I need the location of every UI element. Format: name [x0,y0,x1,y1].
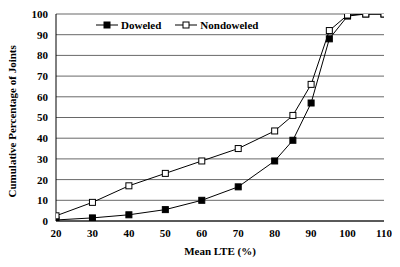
svg-text:50: 50 [37,111,49,123]
svg-text:100: 100 [32,8,49,20]
svg-text:80: 80 [269,227,281,239]
svg-text:80: 80 [37,49,49,61]
html-text:Doweled: Doweled [121,19,162,31]
html-text:Nondoweled: Nondoweled [200,19,259,31]
svg-text:30: 30 [87,227,99,239]
svg-text:60: 60 [37,91,49,103]
svg-text:Cumulative Percentage of Joint: Cumulative Percentage of Joints [8,45,18,198]
svg-text:50: 50 [160,227,172,239]
svg-text:70: 70 [233,227,245,239]
svg-text:110: 110 [376,227,392,239]
svg-text:40: 40 [123,227,135,239]
svg-text:20: 20 [51,227,63,239]
svg-text:70: 70 [37,70,49,82]
svg-text:0: 0 [43,215,49,227]
svg-text:40: 40 [37,132,49,144]
svg-text:90: 90 [306,227,318,239]
svg-text:30: 30 [37,153,49,165]
svg-text:90: 90 [37,29,49,41]
svg-text:100: 100 [339,227,356,239]
svg-text:20: 20 [37,174,49,186]
svg-text:60: 60 [196,227,208,239]
svg-text:10: 10 [37,194,49,206]
svg-text:Mean LTE (%): Mean LTE (%) [184,245,256,258]
